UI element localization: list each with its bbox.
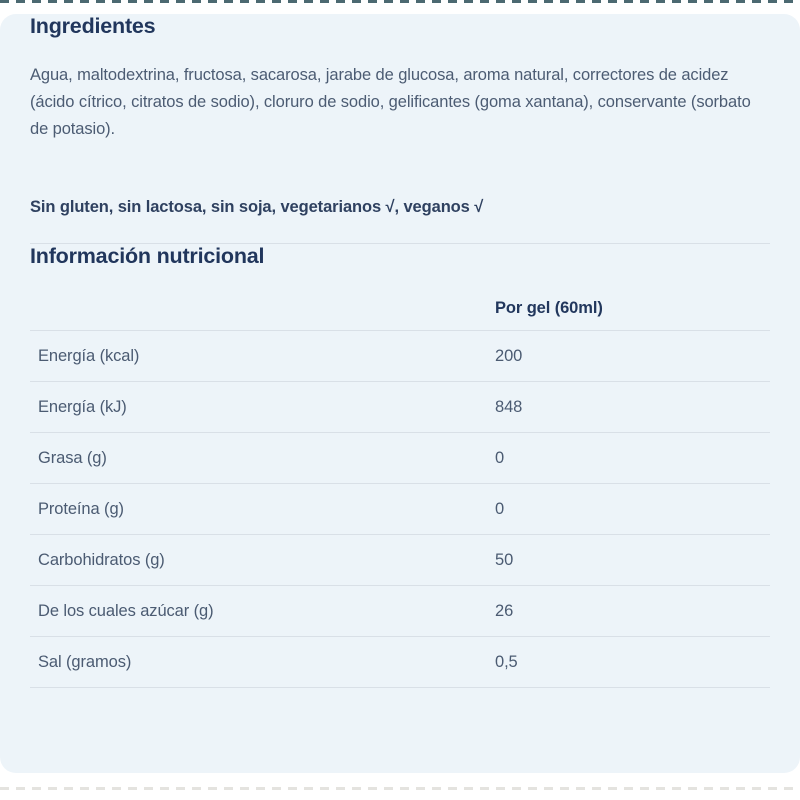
table-row: De los cuales azúcar (g) 26 [30, 586, 770, 637]
row-label: De los cuales azúcar (g) [38, 601, 214, 620]
table-row: Sal (gramos) 0,5 [30, 637, 770, 688]
row-label: Energía (kcal) [38, 346, 140, 365]
row-label: Carbohidratos (g) [38, 550, 165, 569]
bottom-edge-dashed-line [0, 787, 800, 790]
nutrition-section-title: Información nutricional [30, 244, 265, 268]
table-row: Grasa (g) 0 [30, 433, 770, 484]
table-header-row: Por gel (60ml) [30, 269, 770, 331]
row-label: Grasa (g) [38, 448, 107, 467]
table-row: Energía (kJ) 848 [30, 382, 770, 433]
row-value: 0,5 [495, 652, 518, 671]
dietary-note: Sin gluten, sin lactosa, sin soja, veget… [30, 198, 484, 216]
ingredients-text: Agua, maltodextrina, fructosa, sacarosa,… [30, 66, 751, 138]
nutrition-table: Por gel (60ml) Energía (kcal) 200 Energí… [30, 269, 770, 688]
ingredients-section-title: Ingredientes [30, 14, 156, 38]
table-row: Carbohidratos (g) 50 [30, 535, 770, 586]
row-value: 0 [495, 448, 505, 467]
table-row: Proteína (g) 0 [30, 484, 770, 535]
row-value: 50 [495, 550, 514, 569]
column-header-per-gel: Por gel (60ml) [495, 299, 603, 317]
row-label: Energía (kJ) [38, 397, 127, 416]
row-value: 26 [495, 601, 514, 620]
table-row: Energía (kcal) 200 [30, 331, 770, 382]
product-info-panel: Ingredientes Agua, maltodextrina, fructo… [0, 14, 800, 773]
row-value: 0 [495, 499, 505, 518]
row-label: Sal (gramos) [38, 652, 132, 671]
row-value: 200 [495, 346, 523, 365]
top-edge-dashed-line [0, 0, 800, 3]
row-value: 848 [495, 397, 523, 416]
row-label: Proteína (g) [38, 499, 124, 518]
section-divider [30, 243, 770, 244]
